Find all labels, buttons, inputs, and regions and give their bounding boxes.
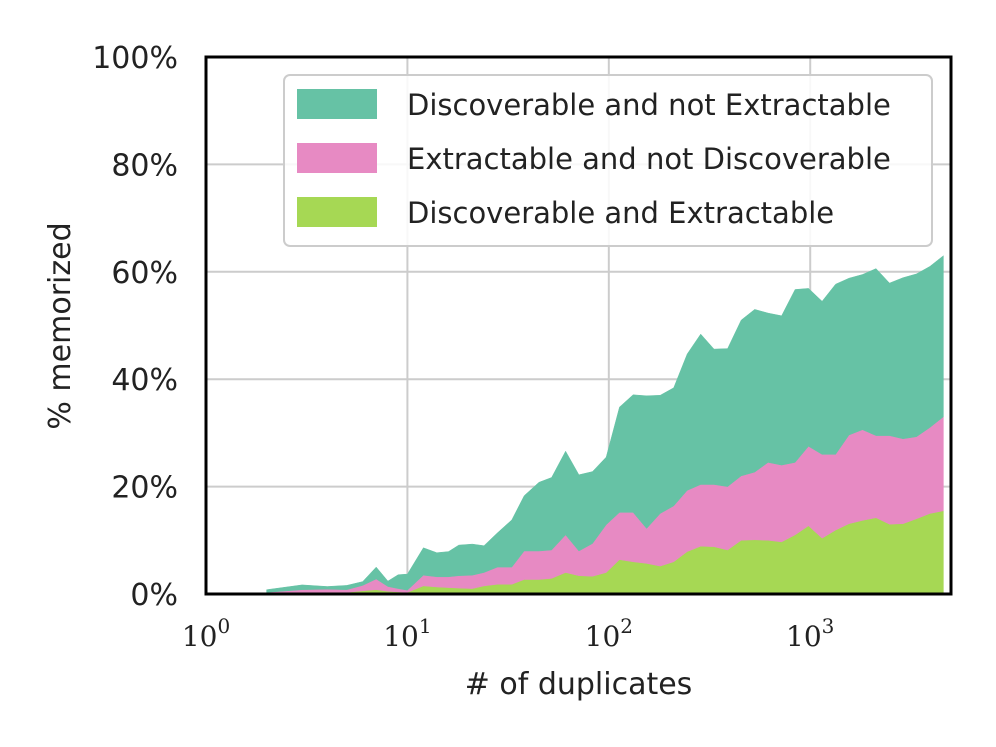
y-tick-label: 100%: [92, 41, 178, 76]
y-tick-label: 0%: [130, 578, 178, 613]
x-tick-label: 102: [585, 614, 633, 653]
legend: Discoverable and not Extractable Extract…: [283, 74, 933, 247]
x-axis-label: # of duplicates: [465, 667, 693, 702]
x-tick-label: 101: [383, 614, 431, 653]
x-tick-label: 100: [182, 614, 230, 653]
stacked-areas: [266, 255, 944, 595]
y-axis-label: % memorized: [43, 222, 78, 429]
y-tick-label: 40%: [111, 363, 178, 398]
y-tick-label: 60%: [111, 256, 178, 291]
legend-label-discoverable-not-extractable: Discoverable and not Extractable: [407, 88, 891, 122]
x-tick-labels: 100 101 102 103: [182, 614, 835, 653]
legend-swatch-discoverable-not-extractable: [297, 89, 377, 119]
legend-box: [283, 74, 933, 247]
x-tick-label: 103: [786, 614, 834, 653]
legend-label-discoverable-and-extractable: Discoverable and Extractable: [407, 196, 834, 230]
legend-swatch-extractable-not-discoverable: [297, 143, 377, 173]
area-discoverable-and-not-extractable: [266, 255, 944, 593]
legend-label-extractable-not-discoverable: Extractable and not Discoverable: [407, 142, 891, 176]
y-tick-label: 80%: [111, 148, 178, 183]
plot-frame: [204, 55, 953, 596]
y-tick-label: 20%: [111, 471, 178, 506]
y-tick-labels: 0% 20% 40% 60% 80% 100%: [92, 41, 178, 613]
legend-swatch-discoverable-and-extractable: [297, 197, 377, 227]
